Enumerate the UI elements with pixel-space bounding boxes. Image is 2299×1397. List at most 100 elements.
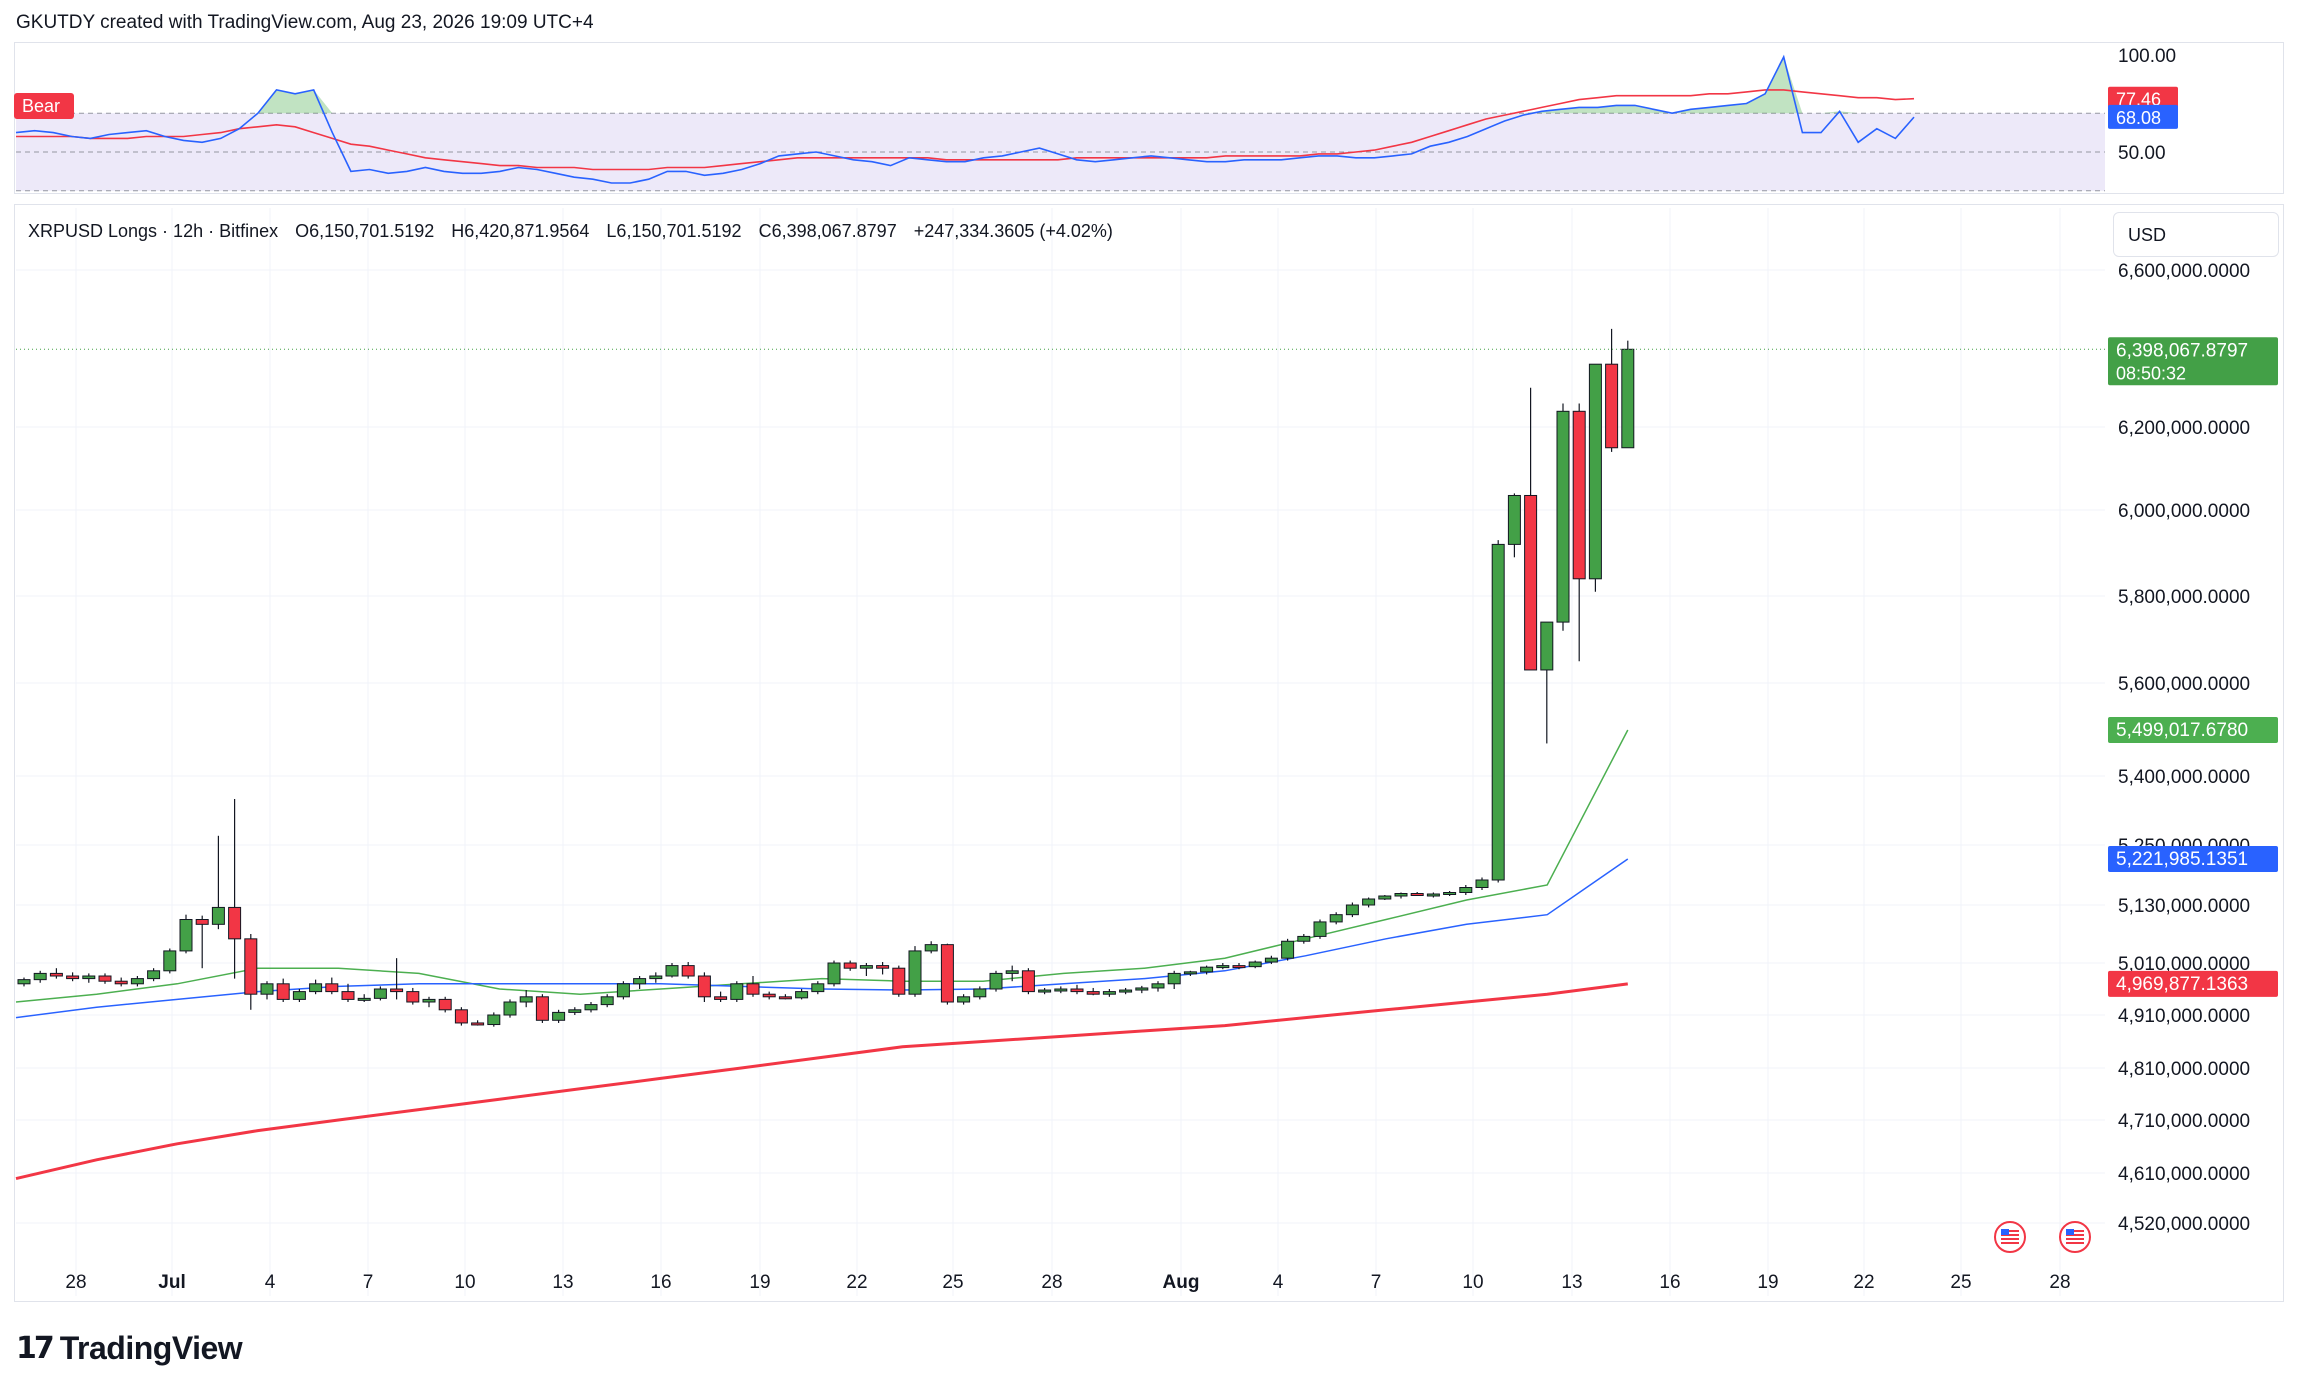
bear-tag-label: Bear <box>22 96 60 116</box>
candle-body <box>390 988 404 993</box>
symbol-legend: XRPUSD Longs · 12h · Bitfinex O6,150,701… <box>28 221 1125 242</box>
x-tick-label: 19 <box>749 1272 770 1293</box>
price-label-box <box>2108 846 2278 873</box>
candle-body <box>1005 970 1019 974</box>
us-flag-stripe <box>2066 1230 2084 1232</box>
candle-body <box>1038 989 1052 993</box>
y-tick-label: 4,910,000.0000 <box>2118 1006 2250 1027</box>
candle-body <box>1605 363 1619 449</box>
x-tick-label: 4 <box>1273 1272 1284 1293</box>
us-flag-canton <box>2001 1229 2009 1235</box>
currency-selector[interactable]: USD <box>2113 212 2279 257</box>
candle-body <box>1183 971 1197 975</box>
candle-body <box>1086 991 1100 995</box>
rsi-pane-border <box>14 42 2284 194</box>
candle-body <box>114 980 128 985</box>
us-flag-icon-circle <box>1994 1221 2026 1253</box>
candle-body <box>1426 893 1440 897</box>
candle-body <box>1588 363 1602 580</box>
price-label-box <box>2108 716 2278 743</box>
y-tick-label: 5,800,000.0000 <box>2118 587 2250 608</box>
rsi-signal-value-label: 77.46 <box>2116 90 2161 110</box>
candle-body <box>503 1001 517 1016</box>
candle-body <box>1329 914 1343 923</box>
candle-body <box>746 983 760 995</box>
candle-body <box>292 991 306 1000</box>
y-tick-label: 6,200,000.0000 <box>2118 418 2250 439</box>
x-tick-label: 4 <box>265 1272 276 1293</box>
x-tick-label: 16 <box>1659 1272 1680 1293</box>
candle-body <box>876 965 890 969</box>
candle-body <box>519 996 533 1003</box>
price-label-box <box>2108 337 2278 386</box>
ema-line-ema-mid <box>15 858 1629 1019</box>
us-flag-icon <box>1994 1221 2026 1253</box>
y-tick-label: 4,810,000.0000 <box>2118 1059 2250 1080</box>
candle-body <box>438 998 452 1011</box>
candle-body <box>584 1004 598 1011</box>
price-label-value: 6,398,067.8797 <box>2116 340 2248 361</box>
x-tick-label: 7 <box>1371 1272 1382 1293</box>
price-chart-pane[interactable]: 28 Jul 4 7 10 13 16 19 22 25 28 Aug 4 7 10 13 16 19 22 25 28… <box>0 200 2299 1310</box>
candle-body <box>1281 940 1295 959</box>
price-label-box <box>2108 970 2278 997</box>
bear-tag-box <box>14 93 74 119</box>
candle-body <box>195 919 209 925</box>
candle-body <box>681 965 695 977</box>
candle-body <box>1021 970 1035 993</box>
candle-body <box>892 967 906 995</box>
tradingview-logo[interactable]: 17 TradingView <box>16 1330 243 1367</box>
candle-body <box>697 975 711 998</box>
us-flag-stripe <box>2066 1234 2084 1236</box>
candle-body <box>1491 543 1505 881</box>
candle-body <box>1167 972 1181 985</box>
rsi-value-label-box <box>2108 104 2178 129</box>
legend-symbol: XRPUSD Longs · 12h · Bitfinex <box>28 221 279 241</box>
candle-body <box>633 978 647 985</box>
candle-body <box>1151 983 1165 989</box>
candle-body <box>1459 887 1473 893</box>
candle-body <box>1070 988 1084 993</box>
candle-body <box>1572 410 1586 580</box>
us-flag-icon-circle <box>2059 1221 2091 1253</box>
candle-body <box>1232 965 1246 969</box>
rsi-signal-value-label-box <box>2108 86 2178 111</box>
candle-body <box>147 970 161 980</box>
rsi-line <box>15 54 1915 184</box>
x-tick-label: 28 <box>65 1272 86 1293</box>
x-tick-label: 28 <box>2049 1272 2070 1293</box>
rsi-signal-line <box>16 89 1915 171</box>
us-flag-icon <box>2059 1221 2091 1253</box>
candle-body <box>535 996 549 1021</box>
candle-body <box>1248 961 1262 968</box>
x-tick-label: 7 <box>363 1272 374 1293</box>
candle-body <box>1410 893 1424 896</box>
x-tick-label: 13 <box>552 1272 573 1293</box>
candle-body <box>211 906 225 925</box>
x-tick-label: 25 <box>1950 1272 1971 1293</box>
candle-body <box>827 962 841 985</box>
tradingview-logo-icon: 17 <box>16 1331 55 1366</box>
y-tick-label: 5,130,000.0000 <box>2118 896 2250 917</box>
main-pane-border <box>14 204 2284 1302</box>
x-tick-label: 19 <box>1757 1272 1778 1293</box>
x-tick-label: 25 <box>942 1272 963 1293</box>
candle-body <box>1394 893 1408 897</box>
candle-body <box>1621 348 1635 449</box>
legend-open: O6,150,701.5192 <box>295 221 435 241</box>
x-tick-label: 22 <box>1853 1272 1874 1293</box>
candle-body <box>973 988 987 998</box>
candle-body <box>1524 494 1538 671</box>
candle-body <box>406 991 420 1003</box>
us-flag-canton <box>2066 1229 2074 1235</box>
candle-body <box>487 1014 501 1026</box>
candle-body <box>1378 895 1392 900</box>
candle-body <box>989 972 1003 990</box>
us-flag-stripe <box>2066 1238 2084 1240</box>
candle-body <box>1200 966 1214 973</box>
candle-body <box>309 983 323 993</box>
candle-body <box>17 979 31 985</box>
candle-body <box>260 983 274 995</box>
candle-body <box>422 998 436 1003</box>
